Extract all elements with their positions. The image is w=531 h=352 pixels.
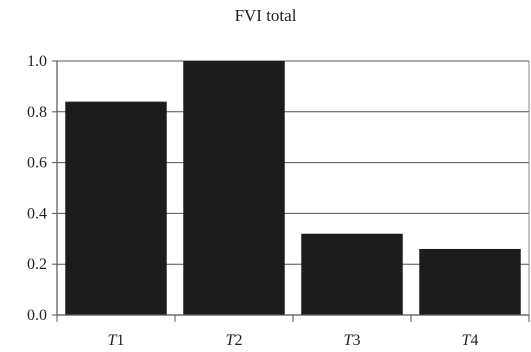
bar (183, 61, 285, 315)
x-category-label: T4 (462, 332, 479, 349)
y-tick-label: 0.6 (27, 155, 47, 172)
y-tick-label: 1.0 (27, 53, 47, 70)
x-category-label: T3 (344, 332, 361, 349)
bar (65, 101, 167, 315)
x-category-label: T1 (108, 332, 125, 349)
x-category-number: 3 (352, 332, 360, 349)
x-category-number: 1 (116, 332, 124, 349)
y-tick-label: 0.0 (27, 307, 47, 324)
bar (419, 248, 521, 315)
bar (301, 233, 403, 315)
y-tick-label: 0.4 (27, 205, 47, 222)
x-category-number: 2 (234, 332, 242, 349)
y-tick-label: 0.8 (27, 104, 47, 121)
y-tick-label: 0.2 (27, 256, 47, 273)
x-category-number: 4 (470, 332, 478, 349)
x-category-label: T2 (226, 332, 243, 349)
chart-title: FVI total (234, 6, 297, 25)
